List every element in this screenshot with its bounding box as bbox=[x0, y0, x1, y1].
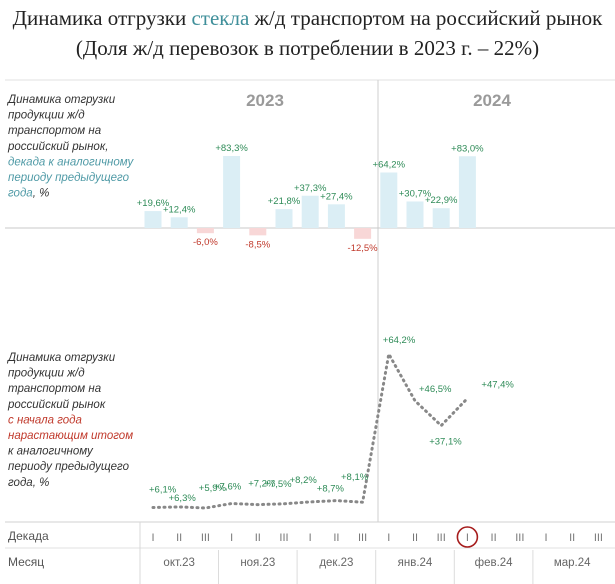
decade-tick-label: II bbox=[412, 532, 418, 544]
decade-tick-label: II bbox=[491, 532, 497, 544]
bar bbox=[432, 208, 450, 228]
line-value-label: +8,7% bbox=[317, 484, 345, 495]
bar bbox=[170, 217, 188, 228]
line-label-line: транспортом на bbox=[8, 383, 101, 395]
bar bbox=[249, 228, 267, 236]
bar-value-label: +83,0% bbox=[451, 143, 484, 154]
bar-label-line: транспортом на bbox=[8, 125, 101, 137]
bar-value-label: -8,5% bbox=[245, 239, 270, 250]
bar bbox=[144, 211, 162, 228]
decade-tick-label: II bbox=[176, 532, 182, 544]
decade-tick-label: II bbox=[255, 532, 261, 544]
bar bbox=[380, 172, 398, 228]
decade-tick-label: I bbox=[151, 532, 154, 544]
highlight-circle bbox=[456, 526, 479, 548]
bar-value-label: -6,0% bbox=[193, 237, 218, 248]
decade-axis-label: Декада bbox=[8, 529, 49, 543]
bar-label-line: периоду предыдущего bbox=[8, 172, 130, 184]
bar bbox=[327, 204, 345, 228]
bar bbox=[354, 228, 372, 239]
line-value-label: +7,5% bbox=[264, 479, 292, 490]
bar-value-label: -12,5% bbox=[348, 243, 379, 254]
bar bbox=[458, 156, 476, 228]
line-label-line: периоду предыдущего bbox=[8, 461, 130, 473]
month-label: дек.23 bbox=[319, 557, 353, 569]
line-value-label: +8,1% bbox=[341, 472, 369, 483]
bar-label-line: российский рынок, bbox=[7, 141, 108, 153]
bar bbox=[301, 195, 319, 228]
bar bbox=[275, 209, 293, 228]
month-label: фев.24 bbox=[475, 557, 514, 569]
line-value-label: +47,4% bbox=[481, 379, 514, 390]
line-value-label: +7,2% bbox=[248, 479, 276, 490]
decade-tick-label: I bbox=[466, 532, 469, 544]
decade-tick-label: III bbox=[437, 532, 446, 544]
bar bbox=[406, 201, 424, 228]
bar-label-line: года, % bbox=[8, 188, 49, 200]
decade-tick-label: II bbox=[333, 532, 339, 544]
line-label-line: Динамика отгрузки bbox=[6, 352, 116, 364]
month-label: янв.24 bbox=[398, 557, 433, 569]
line-value-label: +64,2% bbox=[383, 335, 416, 346]
decade-tick-label: III bbox=[594, 532, 603, 544]
line-label-line: с начала года bbox=[8, 414, 82, 426]
bar bbox=[223, 156, 241, 228]
chart-title: Динамика отгрузки стекла ж/д транспортом… bbox=[12, 6, 603, 30]
bar-value-label: +83,3% bbox=[215, 143, 248, 154]
line-value-label: +7,6% bbox=[214, 482, 242, 493]
month-label: окт.23 bbox=[163, 557, 195, 569]
bar bbox=[196, 228, 214, 234]
cumulative-line bbox=[151, 352, 469, 510]
decade-tick-label: III bbox=[201, 532, 210, 544]
line-value-label: +6,1% bbox=[149, 484, 177, 495]
bar-value-label: +30,7% bbox=[399, 188, 432, 199]
decade-tick-label: I bbox=[309, 532, 312, 544]
month-label: ноя.23 bbox=[240, 557, 275, 569]
decade-tick-label: I bbox=[387, 532, 390, 544]
decade-tick-label: III bbox=[515, 532, 524, 544]
month-axis-label: Месяц bbox=[8, 555, 44, 569]
line-value-label: +6,3% bbox=[169, 493, 197, 504]
bar-value-label: +12,4% bbox=[163, 204, 196, 215]
decade-tick-label: I bbox=[544, 532, 547, 544]
chart-subtitle: (Доля ж/д перевозок в потреблении в 2023… bbox=[75, 36, 540, 60]
bar-value-label: +19,6% bbox=[137, 198, 170, 209]
line-value-label: +46,5% bbox=[419, 384, 452, 395]
line-value-label: +37,1% bbox=[429, 437, 462, 448]
line-value-label: +8,2% bbox=[290, 475, 318, 486]
decade-tick-label: II bbox=[569, 532, 575, 544]
bar-label-line: декада к аналогичному bbox=[8, 156, 135, 168]
year-label-2024: 2024 bbox=[473, 91, 511, 110]
bar-value-label: +22,9% bbox=[425, 195, 458, 206]
decade-tick-label: III bbox=[358, 532, 367, 544]
bar-value-label: +64,2% bbox=[373, 160, 406, 171]
bar-label-line: продукции ж/д bbox=[8, 110, 85, 122]
decade-tick-label: III bbox=[279, 532, 288, 544]
month-label: мар.24 bbox=[554, 557, 591, 569]
line-value-label: +5,9% bbox=[199, 483, 227, 494]
bar-value-label: +37,3% bbox=[294, 183, 327, 194]
line-label-line: нарастающим итогом bbox=[8, 430, 133, 442]
decade-tick-label: I bbox=[230, 532, 233, 544]
bar-value-label: +21,8% bbox=[268, 196, 301, 207]
bar-value-label: +27,4% bbox=[320, 191, 353, 202]
bar-label-line: Динамика отгрузки bbox=[6, 94, 116, 106]
line-label-line: к аналогичному bbox=[8, 446, 94, 458]
line-label-line: года, % bbox=[8, 477, 49, 489]
line-label-line: продукции ж/д bbox=[8, 368, 85, 380]
year-label-2023: 2023 bbox=[246, 91, 284, 110]
line-label-line: российский рынок bbox=[7, 399, 106, 411]
